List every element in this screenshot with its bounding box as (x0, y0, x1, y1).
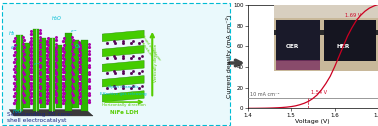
Bar (49, 38, 55, 111)
Text: Horizontally direction: Horizontally direction (102, 103, 146, 107)
Bar (23, 43, 30, 108)
Polygon shape (102, 45, 144, 57)
Text: Self-standing 3D core-
shell electrocatalyst: Self-standing 3D core- shell electrocata… (7, 112, 72, 123)
Polygon shape (102, 60, 144, 72)
X-axis label: Voltage (V): Voltage (V) (296, 119, 330, 124)
Bar (65, 33, 71, 111)
Text: $H_2O$: $H_2O$ (12, 107, 23, 116)
Text: $e^-$: $e^-$ (33, 61, 40, 68)
Bar (33, 29, 39, 111)
Bar (40, 38, 46, 108)
Bar (56, 45, 62, 108)
Text: NiFe LDH: NiFe LDH (110, 110, 139, 115)
Text: $H_2O$: $H_2O$ (51, 14, 63, 23)
Polygon shape (102, 30, 144, 42)
Bar (72, 40, 79, 108)
Y-axis label: Current density (mA cm⁻²): Current density (mA cm⁻²) (226, 15, 232, 98)
Polygon shape (9, 110, 93, 116)
Text: $O_2$: $O_2$ (74, 42, 82, 51)
Polygon shape (102, 76, 144, 87)
Text: Open channels: Open channels (108, 85, 138, 89)
Text: Refined interlayer
structure: Refined interlayer structure (135, 31, 162, 65)
Text: $e^-$: $e^-$ (11, 45, 19, 52)
Polygon shape (102, 91, 144, 102)
Text: 10 mA cm⁻²: 10 mA cm⁻² (250, 92, 279, 97)
Text: 1.69 V: 1.69 V (345, 13, 362, 18)
Text: Effective gas releasing: Effective gas releasing (100, 92, 147, 96)
Text: $H_2$: $H_2$ (8, 29, 16, 38)
Bar (16, 35, 23, 111)
Bar (81, 40, 88, 111)
Text: Vertically direction: Vertically direction (154, 44, 158, 82)
Text: $e^-$: $e^-$ (70, 28, 77, 35)
Text: 1.54 V: 1.54 V (311, 90, 327, 95)
